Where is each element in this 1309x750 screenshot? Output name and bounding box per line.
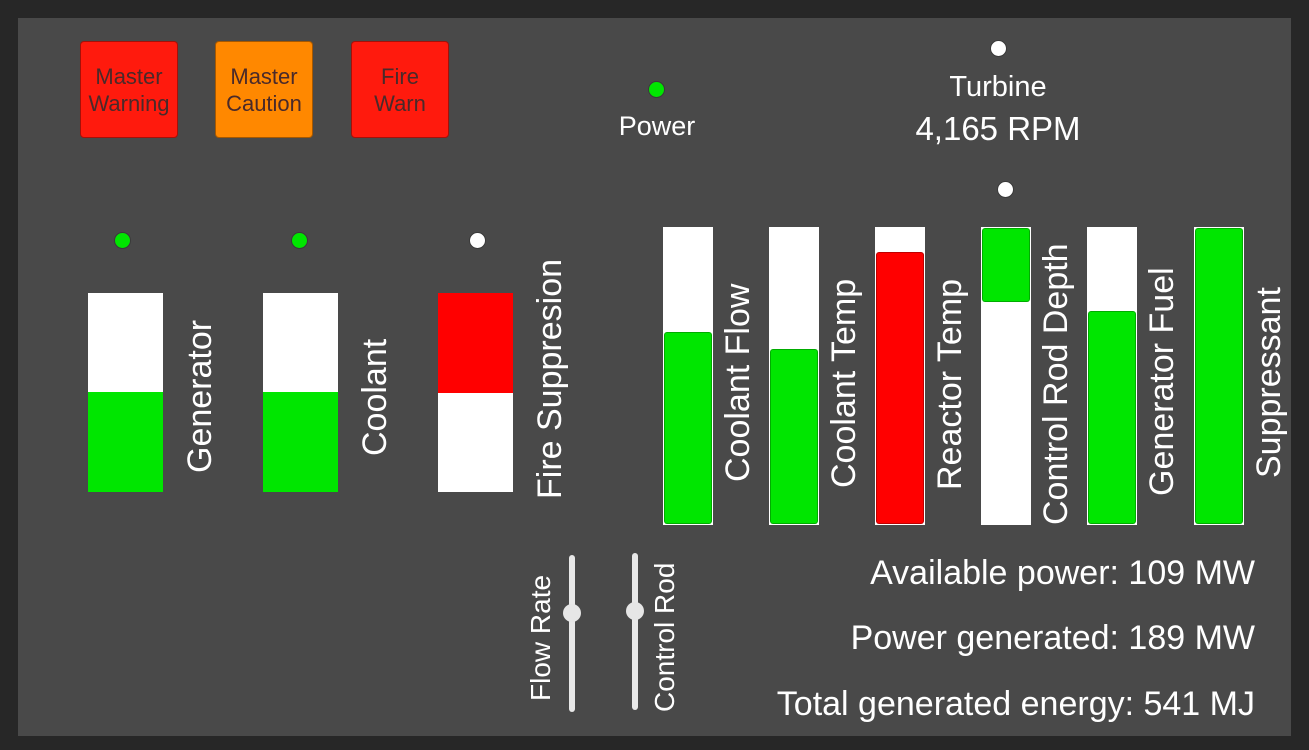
fire-suppression-gauge	[438, 293, 513, 492]
control-rod-depth-meter-fill	[982, 228, 1030, 302]
reactor-temp-meter	[875, 227, 925, 525]
master-caution-label-line1: Master	[230, 63, 298, 89]
control-rod-indicator-light	[997, 181, 1014, 198]
fire-suppression-gauge-label: Fire Suppresion	[531, 258, 569, 499]
coolant-gauge	[263, 293, 338, 492]
reactor-temp-meter-label: Reactor Temp	[931, 278, 969, 490]
generator-indicator-light	[114, 232, 131, 249]
flow-rate-slider-label: Flow Rate	[525, 574, 556, 701]
available-power-readout: Available power: 109 MW	[870, 554, 1255, 592]
coolant-gauge-fill	[263, 392, 338, 492]
suppressant-meter	[1194, 227, 1244, 525]
turbine-indicator-light	[990, 40, 1007, 57]
flow-rate-slider-thumb[interactable]	[563, 604, 581, 622]
fire-warn-label-line2: Warn	[374, 90, 426, 116]
fire-suppression-gauge-fill	[438, 293, 513, 393]
master-warning-button[interactable]: Master Warning	[80, 41, 178, 138]
control-rod-depth-meter	[981, 227, 1031, 525]
control-rod-slider-track[interactable]	[632, 553, 638, 710]
turbine-rpm-readout: 4,165 RPM	[915, 110, 1081, 147]
flow-rate-slider-track[interactable]	[569, 555, 575, 712]
generator-fuel-meter-label: Generator Fuel	[1143, 267, 1181, 496]
master-warning-label-line2: Warning	[88, 90, 170, 116]
coolant-flow-meter-label: Coolant Flow	[719, 283, 757, 482]
control-rod-slider-thumb[interactable]	[626, 602, 644, 620]
coolant-indicator-light	[291, 232, 308, 249]
coolant-temp-meter-fill	[770, 349, 818, 524]
generator-fuel-meter	[1087, 227, 1137, 525]
coolant-flow-meter-fill	[664, 332, 712, 524]
power-label: Power	[618, 111, 696, 141]
coolant-temp-meter-label: Coolant Temp	[825, 278, 863, 488]
power-generated-readout: Power generated: 189 MW	[850, 619, 1255, 657]
generator-gauge-fill	[88, 392, 163, 492]
master-warning-label-line1: Master	[95, 63, 163, 89]
coolant-temp-meter	[769, 227, 819, 525]
power-indicator-light	[648, 81, 665, 98]
reactor-temp-meter-fill	[876, 252, 924, 524]
fire-warn-button[interactable]: Fire Warn	[351, 41, 449, 138]
control-rod-depth-meter-label: Control Rod Depth	[1037, 243, 1075, 525]
turbine-label: Turbine	[949, 71, 1047, 103]
generator-gauge-label: Generator	[181, 319, 219, 473]
coolant-flow-meter	[663, 227, 713, 525]
suppressant-meter-label: Suppressant	[1250, 287, 1288, 478]
control-rod-slider-label: Control Rod	[649, 562, 680, 712]
generator-fuel-meter-fill	[1088, 311, 1136, 524]
total-generated-energy-readout: Total generated energy: 541 MJ	[776, 685, 1255, 723]
control-panel: Master Warning Master Caution Fire Warn …	[18, 18, 1291, 736]
fire-warn-label-line1: Fire	[381, 63, 419, 89]
master-caution-button[interactable]: Master Caution	[215, 41, 313, 138]
coolant-gauge-label: Coolant	[356, 338, 394, 456]
fire-suppression-indicator-light	[469, 232, 486, 249]
master-caution-label-line2: Caution	[226, 90, 302, 116]
suppressant-meter-fill	[1195, 228, 1243, 524]
generator-gauge	[88, 293, 163, 492]
